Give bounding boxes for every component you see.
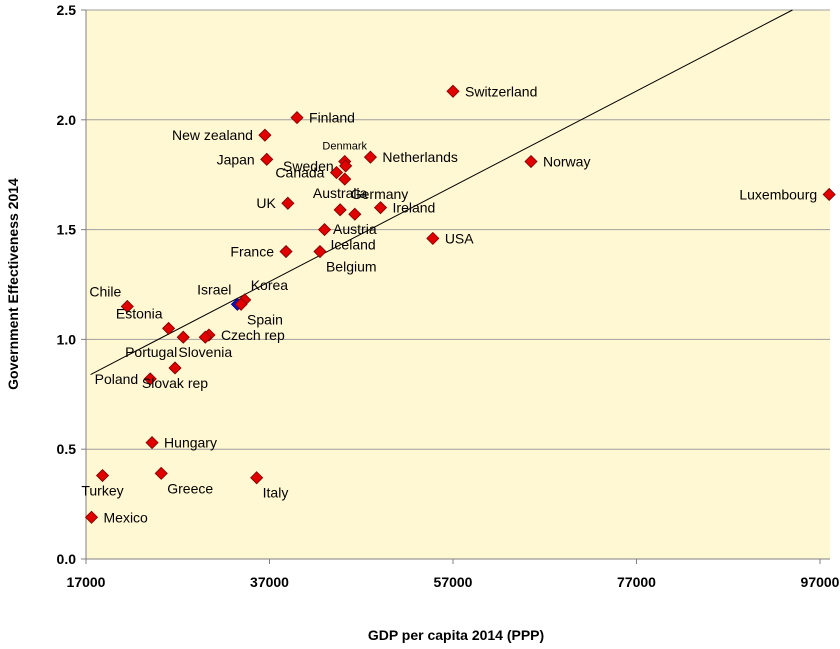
label-slovak-rep: Slovak rep	[142, 375, 208, 391]
x-tick-label: 77000	[617, 574, 656, 590]
trendline-path	[90, 9, 793, 375]
data-points	[84, 84, 836, 524]
label-canada: Canada	[275, 165, 324, 181]
y-axis-title: Government Effectiveness 2014	[5, 178, 21, 390]
point-poland	[143, 372, 157, 386]
point-netherlands	[363, 150, 377, 164]
point-portugal	[176, 330, 190, 344]
point-switzerland	[446, 84, 460, 98]
label-spain: Spain	[247, 311, 283, 327]
y-tick-labels: 0.0 0.5 1.0 1.5 2.0 2.5	[57, 2, 77, 567]
point-luxembourg	[822, 187, 836, 202]
axes	[81, 9, 830, 564]
point-chile	[120, 299, 134, 314]
label-uk: UK	[256, 195, 276, 211]
point-norway	[524, 154, 538, 169]
point-greece	[154, 466, 168, 480]
x-tick-labels: 17000 37000 57000 77000 97000	[67, 574, 840, 590]
point-canada	[329, 165, 344, 180]
x-tick-label: 57000	[434, 574, 473, 590]
point-estonia	[162, 321, 176, 335]
y-tick-label: 2.5	[57, 2, 77, 18]
label-netherlands: Netherlands	[382, 149, 458, 165]
point-sweden	[339, 159, 353, 173]
x-axis-title: GDP per capita 2014 (PPP)	[368, 627, 544, 643]
label-japan: Japan	[217, 151, 255, 167]
label-germany: Germany	[351, 186, 409, 202]
point-usa	[426, 231, 440, 245]
point-labels: Switzerland Finland New zealand Denmark Neth…	[81, 83, 817, 525]
label-israel: Israel	[197, 281, 231, 297]
point-uk	[281, 196, 295, 210]
label-estonia: Estonia	[116, 305, 163, 321]
point-ireland	[373, 201, 388, 215]
label-austria: Austria	[333, 221, 377, 237]
label-usa: USA	[445, 230, 474, 246]
y-tick-label: 2.0	[57, 112, 77, 128]
y-tick-label: 1.5	[57, 222, 77, 238]
label-italy: Italy	[263, 485, 289, 501]
x-tick-label: 37000	[250, 574, 289, 590]
point-australia	[333, 203, 347, 217]
label-greece: Greece	[167, 480, 213, 496]
label-portugal: Portugal	[125, 344, 177, 360]
label-finland: Finland	[309, 110, 355, 126]
label-australia: Australia	[313, 185, 368, 201]
point-turkey	[95, 468, 110, 483]
point-finland	[290, 111, 304, 125]
point-austria	[348, 207, 362, 221]
label-iceland: Iceland	[331, 237, 376, 253]
point-new-zealand	[258, 128, 272, 142]
trendline	[90, 9, 793, 375]
x-tick-label: 17000	[67, 574, 106, 590]
label-france: France	[230, 244, 274, 260]
plot-area	[86, 10, 830, 559]
point-italy	[250, 471, 264, 485]
x-tick-label: 97000	[801, 574, 840, 590]
label-new-zealand: New zealand	[172, 127, 253, 143]
point-slovenia	[198, 330, 212, 344]
y-tick-label: 0.5	[57, 441, 77, 457]
point-slovak-rep	[168, 361, 182, 375]
label-hungary: Hungary	[164, 435, 217, 451]
label-chile: Chile	[89, 283, 121, 299]
label-korea: Korea	[251, 277, 289, 293]
point-hungary	[145, 436, 159, 450]
label-mexico: Mexico	[104, 509, 149, 525]
label-ireland: Ireland	[393, 200, 436, 216]
point-spain	[234, 297, 248, 311]
point-france	[279, 244, 293, 259]
label-czech-rep: Czech rep	[221, 327, 285, 343]
label-turkey: Turkey	[81, 483, 123, 499]
y-tick-label: 0.0	[57, 551, 77, 567]
label-slovenia: Slovenia	[178, 344, 232, 360]
y-tick-label: 1.0	[57, 331, 77, 347]
label-poland: Poland	[95, 371, 139, 387]
label-sweden: Sweden	[283, 158, 334, 174]
point-belgium	[313, 244, 327, 259]
label-belgium: Belgium	[326, 259, 377, 275]
label-norway: Norway	[543, 154, 590, 170]
point-mexico	[84, 510, 99, 524]
point-japan	[260, 152, 274, 166]
label-luxembourg: Luxembourg	[739, 186, 817, 202]
label-denmark: Denmark	[322, 141, 367, 153]
point-germany	[338, 172, 352, 186]
label-switzerland: Switzerland	[465, 83, 537, 99]
point-iceland	[317, 223, 332, 237]
